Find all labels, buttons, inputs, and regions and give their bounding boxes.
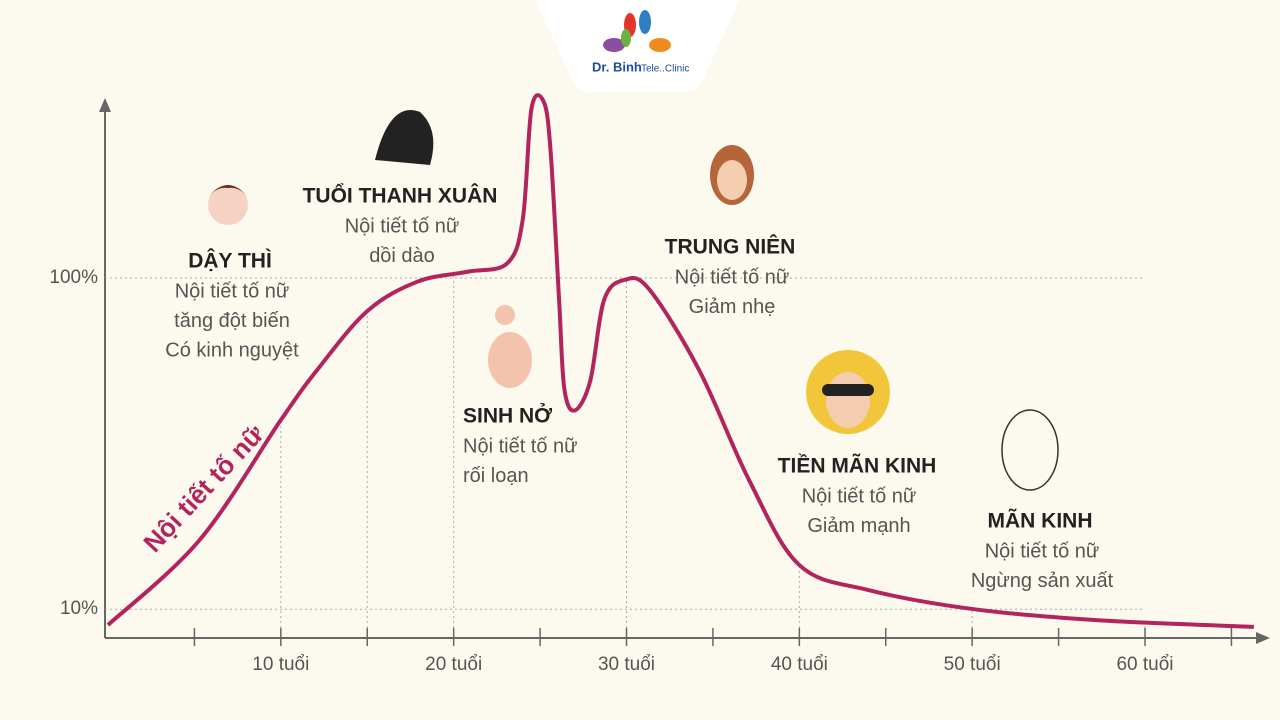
stage-text: tăng đột biến xyxy=(174,310,290,332)
stage-title: TRUNG NIÊN xyxy=(665,235,796,259)
stage-text: Nội tiết tố nữ xyxy=(802,485,917,507)
y-axis-arrow xyxy=(99,98,111,112)
logo-badge xyxy=(535,0,740,92)
logo-icon xyxy=(603,10,671,52)
x-tick-label: 20 tuổi xyxy=(425,654,482,675)
logo-name: Dr. Binh xyxy=(592,59,642,74)
y-tick-label: 10% xyxy=(60,598,98,619)
stage-title: SINH NỞ xyxy=(463,404,552,428)
stage-text: Nội tiết tố nữ xyxy=(345,215,460,237)
x-tick-label: 10 tuổi xyxy=(252,654,309,675)
icon-sunglasses xyxy=(806,350,890,434)
icon-woman xyxy=(710,145,754,205)
stage-text: dồi dào xyxy=(369,245,435,267)
stage-text: Nội tiết tố nữ xyxy=(675,266,790,288)
icon-bride xyxy=(375,110,434,165)
stage-text: Nội tiết tố nữ xyxy=(463,435,578,457)
line xyxy=(106,93,1254,629)
stage-text: Nội tiết tố nữ xyxy=(175,280,290,302)
icon-elder xyxy=(1001,409,1059,491)
x-tick-label: 40 tuổi xyxy=(771,654,828,675)
y-tick-label: 100% xyxy=(49,267,98,288)
stage-text: rối loạn xyxy=(463,465,529,487)
x-axis-arrow xyxy=(1256,632,1270,644)
stage-title: DẬY THÌ xyxy=(188,249,272,273)
icon-girl xyxy=(206,185,250,225)
stage-text: Có kinh nguyệt xyxy=(165,339,299,361)
stage-title: TUỔI THANH XUÂN xyxy=(303,184,498,208)
x-tick-label: 30 tuổi xyxy=(598,654,655,675)
logo-tagline: Tele..Clinic xyxy=(641,64,689,75)
stage-text: Giảm nhẹ xyxy=(689,296,776,318)
stage-title: TIỀN MÃN KINH xyxy=(778,455,937,478)
x-tick-label: 60 tuổi xyxy=(1116,654,1173,675)
icon-pregnant xyxy=(488,305,532,388)
stage-text: Ngừng sản xuất xyxy=(971,570,1114,592)
stage-text: Nội tiết tố nữ xyxy=(985,540,1100,562)
x-tick-label: 50 tuổi xyxy=(944,654,1001,675)
stage-text: Giảm mạnh xyxy=(807,515,910,537)
stage-title: MÃN KINH xyxy=(988,510,1093,533)
